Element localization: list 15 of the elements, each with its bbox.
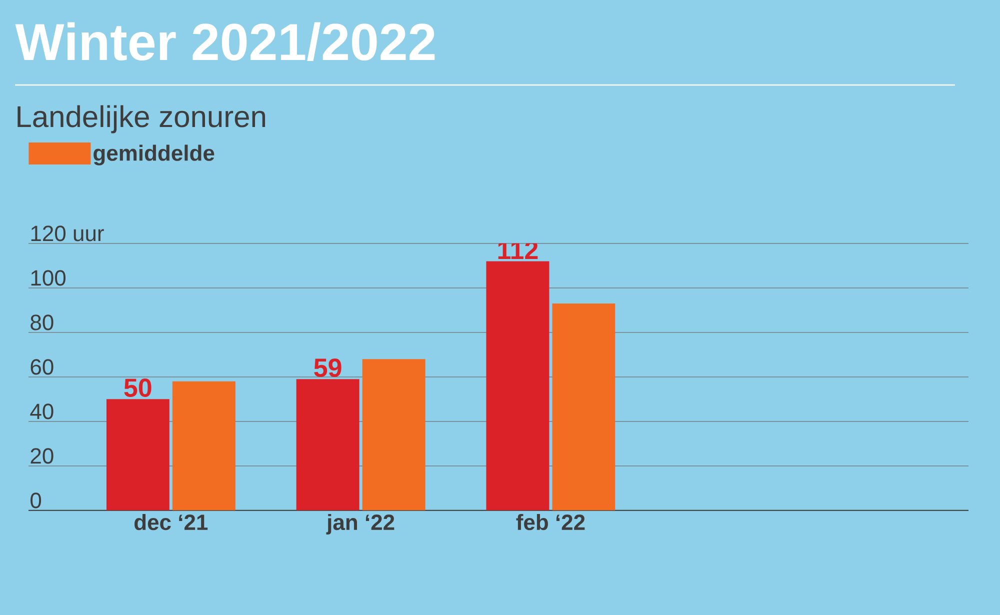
y-tick-label: 20: [30, 448, 54, 464]
chart-subtitle: Landelijke zonuren: [18, 105, 266, 134]
data-label: 59: [314, 358, 342, 377]
chart-title: Winter 2021/2022: [15, 22, 435, 62]
x-tick-label: jan ‘22: [326, 514, 394, 534]
y-tick-label: 120 uur: [31, 226, 104, 242]
data-label: 50: [124, 378, 152, 397]
legend-label: gemiddelde: [94, 144, 214, 166]
x-tick-label: feb ‘22: [516, 514, 585, 530]
y-tick-label: 100: [31, 270, 66, 286]
y-tick-label: 40: [30, 404, 54, 420]
y-tick-label: 60: [30, 359, 54, 375]
x-tick-label: dec ‘21: [134, 514, 208, 530]
y-tick-label: 80: [30, 314, 54, 330]
y-tick-label: 0: [30, 492, 42, 508]
